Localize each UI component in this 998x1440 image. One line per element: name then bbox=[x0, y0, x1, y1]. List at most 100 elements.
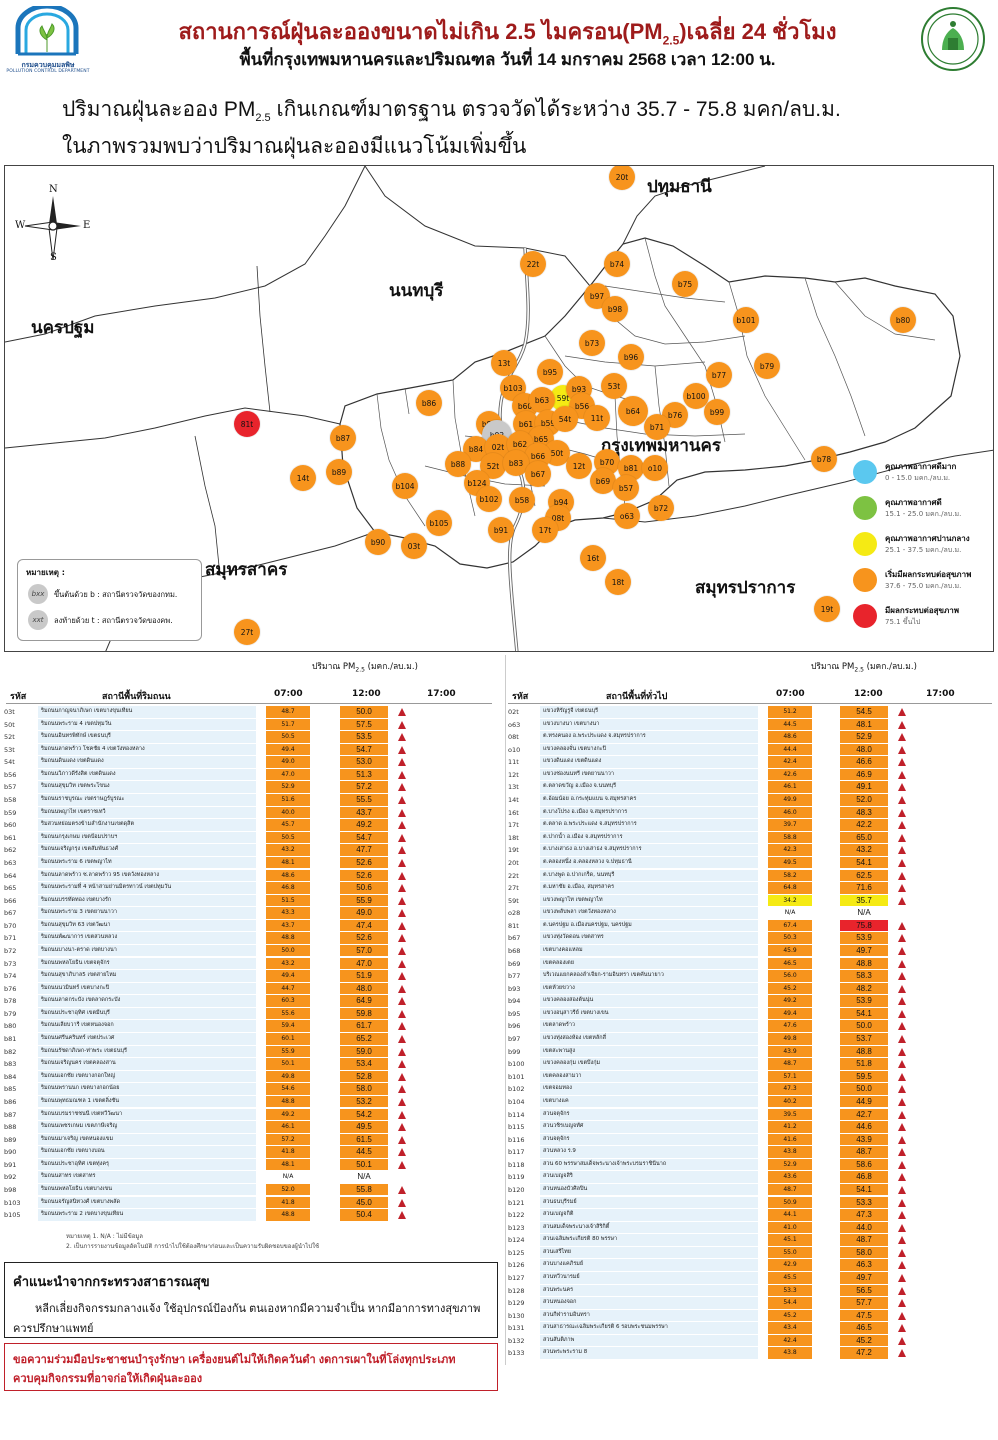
legend-label: คุณภาพอากาศดี bbox=[885, 498, 942, 507]
station-code: b64 bbox=[4, 871, 17, 880]
note-b-icon: bxx bbox=[28, 584, 48, 604]
station-marker-81t: 81t bbox=[234, 411, 260, 437]
station-name: สวนจตุจักร bbox=[540, 1133, 758, 1146]
station-name: ริมถนนรัชดาภิเษก-ท่าพระ เขตธนบุรี bbox=[38, 1045, 256, 1058]
trend-up-icon bbox=[398, 1097, 406, 1106]
station-code: b74 bbox=[4, 972, 17, 981]
table-row: b127 สวนทวีวนารมย์ 45.5 49.7 bbox=[506, 1272, 994, 1285]
station-name: ริมถนนเอกชัย เขตบางกอกใหญ่ bbox=[38, 1070, 256, 1083]
trend-up-icon bbox=[898, 758, 906, 767]
value-0700: N/A bbox=[282, 1173, 294, 1181]
station-marker-b80: b80 bbox=[890, 307, 916, 333]
col-time-0700: 07:00 bbox=[274, 689, 303, 699]
value-0700: 49.4 bbox=[266, 743, 310, 756]
trend-up-icon bbox=[898, 1311, 906, 1320]
legend-dot-moderate bbox=[853, 532, 877, 556]
legend-item: เริ่มมีผลกระทบต่อสุขภาพ 37.6 - 75.0 มคก.… bbox=[853, 566, 993, 598]
station-marker-b98: b98 bbox=[602, 296, 628, 322]
value-0700: 49.8 bbox=[266, 1070, 310, 1083]
value-0700: 49.4 bbox=[768, 1007, 812, 1020]
value-1200: 48.7 bbox=[840, 1146, 888, 1158]
table-row: b88 ริมถนนเพชรเกษม เขตภาษีเจริญ 46.1 49.5 bbox=[2, 1121, 492, 1134]
value-1200: 59.0 bbox=[340, 1045, 388, 1058]
station-name: ต.ตลาดขวัญ อ.เมือง จ.นนทบุรี bbox=[540, 781, 758, 793]
station-code: b85 bbox=[4, 1085, 17, 1094]
value-1200: 48.8 bbox=[840, 957, 888, 970]
trend-up-icon bbox=[398, 909, 406, 918]
station-code: 14t bbox=[508, 796, 519, 805]
station-marker-b105: b105 bbox=[426, 510, 452, 536]
table-row: b95 แขวงอนุสาวรีย์ เขตบางเขน 49.4 54.1 bbox=[506, 1007, 994, 1021]
table-row: b74 ริมถนนสุขาภิบาล5 เขตสายไหม 49.4 51.9 bbox=[2, 970, 492, 983]
trend-up-icon bbox=[898, 1236, 906, 1245]
value-0700: 50.5 bbox=[266, 831, 310, 844]
station-name: สวนเสรีไทย bbox=[540, 1246, 758, 1259]
station-code: b79 bbox=[4, 1009, 17, 1018]
station-name: ริมถนนกาญจนาภิเษก เขตบางขุนเทียน bbox=[38, 706, 256, 718]
value-1200: 56.5 bbox=[840, 1284, 888, 1297]
table-row: b90 ริมถนนเอกชัย เขตบางบอน 41.8 44.5 bbox=[2, 1146, 492, 1159]
station-name: เขตคลองสามวา bbox=[540, 1070, 758, 1083]
value-0700: 53.3 bbox=[768, 1284, 812, 1297]
station-marker-o10: o10 bbox=[642, 455, 668, 481]
value-1200: 59.8 bbox=[340, 1007, 388, 1020]
legend-range: 75.1 ขึ้นไป bbox=[885, 618, 921, 626]
value-1200: 48.8 bbox=[840, 1045, 888, 1058]
station-name: แขวงดินแดง เขตดินแดง bbox=[540, 756, 758, 768]
station-code: b118 bbox=[508, 1160, 525, 1169]
table-row: b93 เขตห้วยขวาง 45.2 48.2 bbox=[506, 982, 994, 996]
value-1200: 71.6 bbox=[840, 882, 888, 894]
value-1200: 51.9 bbox=[340, 970, 388, 982]
table-row: b102 เขตจอมทอง 47.3 50.0 bbox=[506, 1083, 994, 1096]
value-0700: 46.1 bbox=[768, 781, 812, 793]
station-marker-b91: b91 bbox=[488, 517, 514, 543]
value-1200: 49.1 bbox=[840, 781, 888, 793]
page-subtitle: พื้นที่กรุงเทพมหานครและปริมณฑล วันที่ 14… bbox=[239, 50, 776, 69]
trend-up-icon bbox=[898, 959, 906, 968]
station-code: b63 bbox=[4, 858, 17, 867]
station-marker-b86: b86 bbox=[416, 390, 442, 416]
station-marker-17t: 17t bbox=[532, 517, 558, 543]
pcd-arch-icon bbox=[15, 6, 79, 56]
trend-up-icon bbox=[398, 884, 406, 893]
station-code: b67 bbox=[508, 934, 521, 943]
station-name: ริมถนนสาทร เขตสาทร bbox=[38, 1171, 256, 1183]
roadside-rows: 03t ริมถนนกาญจนาภิเษก เขตบางขุนเทียน 48.7 5… bbox=[2, 706, 492, 1222]
trend-up-icon bbox=[898, 1047, 906, 1056]
legend-range: 37.6 - 75.0 มคก./ลบ.ม. bbox=[885, 582, 962, 590]
value-1200: 57.2 bbox=[340, 781, 388, 793]
station-name: ริมถนนสุขุมวิท 63 เขตวัฒนา bbox=[38, 919, 256, 932]
station-code: b98 bbox=[4, 1185, 17, 1194]
page-title: สถานการณ์ฝุ่นละอองขนาดไม่เกิน 2.5 ไมครอน… bbox=[178, 19, 837, 48]
table-row: 18t ต.ปากน้ำ อ.เมือง จ.สมุทรปราการ 58.8 65.… bbox=[506, 831, 994, 845]
map-note-box: หมายเหตุ : bxx ขึ้นต้นด้วย b : สถานีตรวจ… bbox=[17, 559, 202, 641]
station-name: ริมถนนดินแดง เขตดินแดง bbox=[38, 756, 256, 768]
table-row: b118 สวน 60 พรรษาสมเด็จพระนางเจ้าพระบรมรา… bbox=[506, 1158, 994, 1172]
col-code: รหัส bbox=[512, 692, 529, 702]
station-code: 11t bbox=[508, 758, 519, 767]
station-code: 18t bbox=[508, 833, 519, 842]
station-code: 27t bbox=[508, 884, 519, 893]
station-name: ริมถนนนวมินทร์ เขตบางกะปิ bbox=[38, 982, 256, 995]
value-1200: 52.8 bbox=[340, 1070, 388, 1083]
value-1200: 48.7 bbox=[840, 1234, 888, 1246]
legend-dot-unhealthy bbox=[853, 604, 877, 628]
station-name: ริมถนนพระรามที่ 4 หน้าสามย่านมิตรทาวน์ เ… bbox=[38, 882, 256, 894]
station-marker-20t: 20t bbox=[609, 166, 635, 190]
pm25-map: N S W E ปทุมธานี นนทบุรี นครปฐม กรุงเทพม… bbox=[4, 165, 994, 652]
table-row: b132 สวนสันติภาพ 42.4 45.2 bbox=[506, 1334, 994, 1348]
value-1200: 57.0 bbox=[340, 944, 388, 957]
value-0700: 48.7 bbox=[768, 1183, 812, 1196]
note-row-b: bxx ขึ้นต้นด้วย b : สถานีตรวจวัดของกทม. bbox=[28, 584, 198, 606]
legend-item: คุณภาพอากาศดี 15.1 - 25.0 มคก./ลบ.ม. bbox=[853, 494, 993, 526]
trend-up-icon bbox=[898, 821, 906, 830]
table-row: b103 ริมถนนจรัญสนิทวงศ์ เขตบางพลัด 41.8 45.… bbox=[2, 1196, 492, 1210]
station-code: b128 bbox=[508, 1286, 525, 1295]
station-name: เขตคลองเตย bbox=[540, 957, 758, 970]
trend-up-icon bbox=[398, 1123, 406, 1132]
trend-up-icon bbox=[898, 1085, 906, 1094]
value-0700: 48.7 bbox=[266, 706, 310, 718]
trend-up-icon bbox=[398, 720, 406, 729]
station-name: สวนจตุจักร bbox=[540, 1108, 758, 1120]
table-row: b66 ริมถนนบรรทัดทอง เขตบางรัก 51.5 55.9 bbox=[2, 894, 492, 908]
